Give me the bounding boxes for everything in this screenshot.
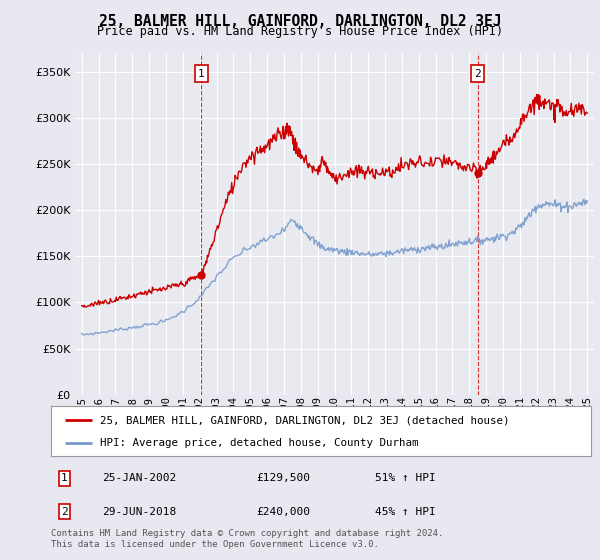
Text: HPI: Average price, detached house, County Durham: HPI: Average price, detached house, Coun…	[100, 438, 418, 449]
Text: 2: 2	[61, 507, 68, 517]
Text: 25-JAN-2002: 25-JAN-2002	[103, 473, 176, 483]
Text: Price paid vs. HM Land Registry's House Price Index (HPI): Price paid vs. HM Land Registry's House …	[97, 25, 503, 38]
Text: Contains HM Land Registry data © Crown copyright and database right 2024.
This d: Contains HM Land Registry data © Crown c…	[51, 529, 443, 549]
Text: 2: 2	[475, 68, 481, 78]
Text: 25, BALMER HILL, GAINFORD, DARLINGTON, DL2 3EJ (detached house): 25, BALMER HILL, GAINFORD, DARLINGTON, D…	[100, 415, 509, 425]
Text: £240,000: £240,000	[256, 507, 310, 517]
Text: £129,500: £129,500	[256, 473, 310, 483]
Text: 51% ↑ HPI: 51% ↑ HPI	[375, 473, 436, 483]
Text: 1: 1	[61, 473, 68, 483]
Text: 29-JUN-2018: 29-JUN-2018	[103, 507, 176, 517]
Text: 45% ↑ HPI: 45% ↑ HPI	[375, 507, 436, 517]
Text: 1: 1	[197, 68, 205, 78]
Text: 25, BALMER HILL, GAINFORD, DARLINGTON, DL2 3EJ: 25, BALMER HILL, GAINFORD, DARLINGTON, D…	[99, 14, 501, 29]
